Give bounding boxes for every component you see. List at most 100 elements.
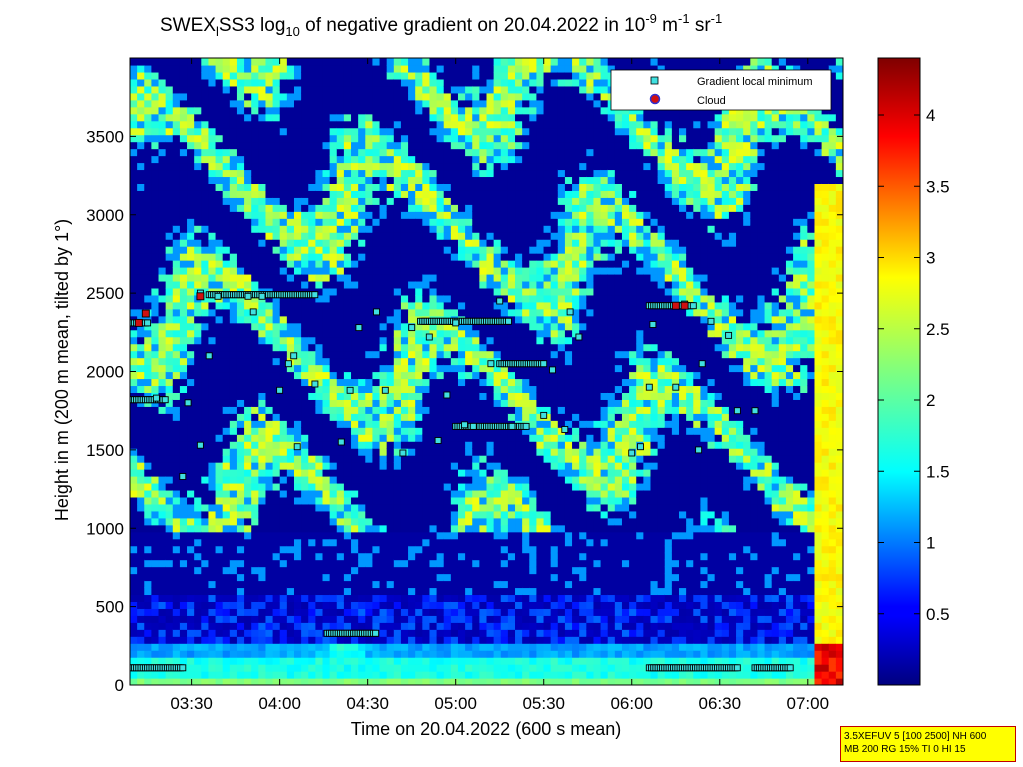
heatmap-cell (429, 678, 438, 685)
heatmap-cell (443, 308, 452, 317)
heatmap-cell (144, 434, 152, 442)
heatmap-cell (244, 650, 252, 658)
heatmap-cell (379, 204, 388, 212)
heatmap-cell (151, 322, 160, 331)
heatmap-cell (187, 64, 195, 73)
heatmap-cell (358, 385, 366, 393)
heatmap-cell (315, 517, 324, 526)
heatmap-cell (408, 99, 416, 108)
heatmap-cell (315, 489, 324, 498)
heatmap-cell (386, 232, 395, 240)
heatmap-cell (286, 538, 295, 547)
heatmap-cell (315, 580, 324, 589)
heatmap-cell (265, 371, 274, 380)
heatmap-cell (258, 357, 267, 366)
heatmap-cell (500, 127, 509, 136)
heatmap-cell (365, 566, 374, 575)
heatmap-cell (208, 134, 217, 143)
heatmap-cell (408, 176, 416, 184)
heatmap-cell (315, 496, 324, 505)
heatmap-cell (379, 246, 388, 254)
heatmap-cell (372, 510, 381, 519)
heatmap-cell (301, 559, 309, 568)
heatmap-cell (215, 664, 224, 672)
heatmap-cell (315, 350, 324, 359)
heatmap-cell (322, 169, 331, 178)
heatmap-cell (365, 552, 374, 561)
heatmap-cell (165, 301, 174, 310)
heatmap-cell (251, 169, 259, 178)
heatmap-cell (343, 399, 352, 407)
heatmap-cell (272, 197, 281, 205)
heatmap-cell (201, 448, 210, 456)
heatmap-cell (408, 120, 416, 129)
heatmap-cell (450, 580, 459, 589)
heatmap-cell (179, 392, 188, 400)
heatmap-cell (351, 566, 359, 575)
heatmap-cell (215, 455, 224, 463)
heatmap-cell (251, 678, 259, 685)
heatmap-cell (265, 113, 274, 122)
heatmap-cell (301, 420, 309, 428)
heatmap-cell (500, 301, 509, 310)
heatmap-cell (372, 385, 381, 393)
heatmap-cell (486, 280, 495, 289)
heatmap-cell (450, 573, 459, 582)
heatmap-cell (165, 517, 174, 526)
heatmap-cell (379, 399, 388, 407)
heatmap-cell (472, 489, 480, 498)
heatmap-cell (229, 315, 238, 324)
heatmap-cell (493, 197, 502, 205)
heatmap-cell (229, 169, 238, 178)
heatmap-cell (265, 329, 274, 338)
heatmap-cell (272, 434, 281, 442)
heatmap-cell (336, 301, 345, 310)
heatmap-cell (486, 190, 495, 198)
heatmap-cell (436, 510, 445, 519)
heatmap-cell (158, 280, 167, 289)
heatmap-cell (208, 427, 217, 435)
heatmap-cell (386, 441, 395, 449)
heatmap-cell (422, 496, 431, 505)
heatmap-cell (179, 636, 188, 644)
heatmap-cell (293, 594, 302, 602)
heatmap-cell (329, 246, 338, 254)
heatmap-cell (165, 253, 174, 261)
heatmap-cell (443, 531, 452, 540)
heatmap-cell (400, 420, 409, 428)
heatmap-cell (465, 664, 473, 672)
heatmap-cell (194, 78, 202, 87)
heatmap-cell (365, 218, 374, 226)
heatmap-cell (358, 503, 366, 512)
heatmap-cell (179, 622, 188, 630)
heatmap-cell (472, 664, 480, 672)
heatmap-cell (322, 385, 331, 393)
heatmap-cell (351, 573, 359, 582)
heatmap-cell (493, 85, 502, 94)
heatmap-cell (293, 476, 302, 484)
heatmap-cell (465, 455, 473, 463)
heatmap-cell (215, 204, 224, 212)
heatmap-cell (286, 322, 295, 331)
heatmap-cell (308, 134, 316, 143)
heatmap-cell (443, 538, 452, 547)
heatmap-cell (308, 78, 316, 87)
heatmap-cell (336, 176, 345, 184)
heatmap-cell (507, 273, 516, 282)
heatmap-cell (236, 476, 245, 484)
heatmap-cell (151, 308, 160, 317)
heatmap-cell (215, 552, 224, 561)
heatmap-cell (279, 580, 288, 589)
heatmap-cell (144, 559, 152, 568)
heatmap-cell (493, 678, 502, 685)
heatmap-cell (222, 517, 231, 526)
heatmap-cell (208, 246, 217, 254)
heatmap-cell (137, 587, 145, 596)
heatmap-cell (336, 559, 345, 568)
heatmap-cell (272, 524, 281, 533)
heatmap-cell (194, 134, 202, 143)
heatmap-cell (315, 469, 324, 477)
heatmap-cell (486, 650, 495, 658)
heatmap-cell (457, 580, 466, 589)
heatmap-cell (222, 85, 231, 94)
